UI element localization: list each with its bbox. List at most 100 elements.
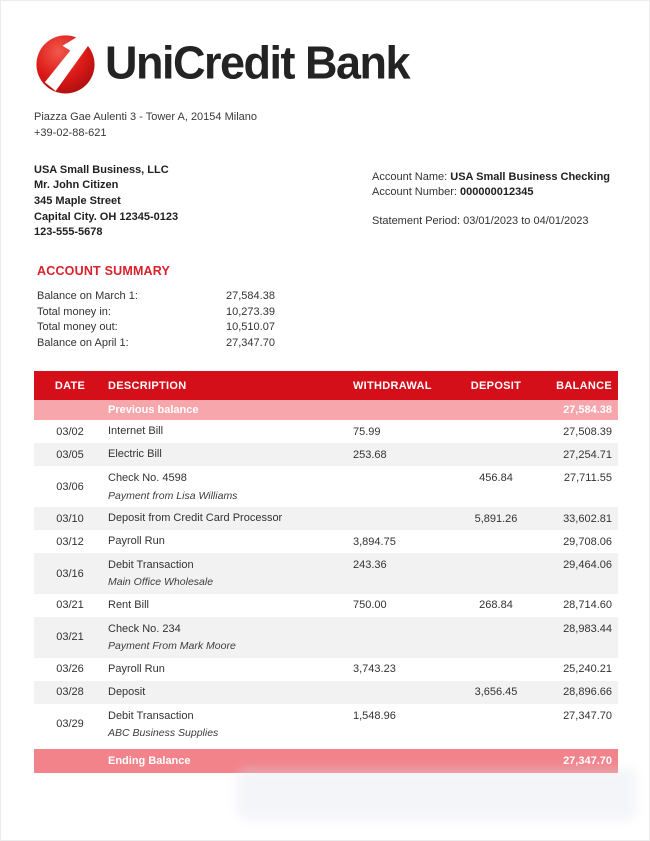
cell-desc-main: Internet Bill xyxy=(108,425,164,438)
table-row: 03/06 Check No. 4598 Payment from Lisa W… xyxy=(34,466,618,507)
cell-desc-main: Electric Bill xyxy=(108,448,162,461)
cell-deposit xyxy=(446,553,546,559)
table-row: 03/29 Debit Transaction ABC Business Sup… xyxy=(34,704,618,745)
cell-deposit: 456.84 xyxy=(479,472,513,485)
cell-balance: 27,508.39 xyxy=(563,425,612,438)
cell-desc-main: Debit Transaction xyxy=(108,709,194,722)
customer-company: USA Small Business, LLC xyxy=(34,163,169,176)
summary-row: Total money out: 10,510.07 xyxy=(37,320,649,336)
table-row: 03/10 Deposit from Credit Card Processor… xyxy=(34,507,618,531)
cell-date: 03/21 xyxy=(56,599,84,612)
cell-desc-main: Deposit from Credit Card Processor xyxy=(108,512,283,525)
header-date: DATE xyxy=(54,379,86,392)
cell-date: 03/05 xyxy=(56,448,84,461)
cell-balance: 29,464.06 xyxy=(563,559,612,572)
cell-balance: 28,714.60 xyxy=(563,599,612,612)
bank-address-block: Piazza Gae Aulenti 3 - Tower A, 20154 Mi… xyxy=(34,110,649,142)
table-row: 03/21 Rent Bill 750.00 268.84 28,714.60 xyxy=(34,594,618,617)
cell-deposit xyxy=(446,617,546,623)
summary-label: Total money out: xyxy=(37,321,118,334)
cell-description: Check No. 4598 Payment from Lisa William… xyxy=(106,466,353,507)
cell-description: Check No. 234 Payment From Mark Moore xyxy=(106,617,353,658)
cell-withdrawal: 3,743.23 xyxy=(353,663,396,676)
cell-desc-main: Payroll Run xyxy=(108,535,165,548)
watermark xyxy=(237,768,637,820)
cell-date: 03/06 xyxy=(56,480,84,493)
cell-desc-main: Check No. 4598 xyxy=(108,472,187,485)
ending-balance-row: Ending Balance 27,347.70 xyxy=(34,749,618,774)
cell-desc-note: Main Office Wholesale xyxy=(108,576,214,589)
table-row: 03/02 Internet Bill 75.99 27,508.39 xyxy=(34,420,618,443)
header-balance: BALANCE xyxy=(556,379,612,392)
statement-period-value: 03/01/2023 to 04/01/2023 xyxy=(463,214,589,227)
previous-balance-value: 27,584.38 xyxy=(563,404,612,417)
cell-balance: 29,708.06 xyxy=(563,535,612,548)
cell-date: 03/12 xyxy=(56,535,84,548)
cell-withdrawal: 750.00 xyxy=(353,599,387,612)
cell-withdrawal: 3,894.75 xyxy=(353,535,396,548)
cell-withdrawal xyxy=(353,617,446,623)
summary-label: Total money in: xyxy=(37,305,111,318)
cell-withdrawal: 1,548.96 xyxy=(353,709,396,722)
summary-label: Balance on April 1: xyxy=(37,336,129,349)
account-name-label: Account Name: xyxy=(372,170,448,183)
table-row: 03/12 Payroll Run 3,894.75 29,708.06 xyxy=(34,530,618,553)
cell-description: Deposit xyxy=(106,686,353,699)
cell-desc-note: ABC Business Supplies xyxy=(108,726,219,739)
statement-period-row: Statement Period: 03/01/2023 to 04/01/20… xyxy=(372,214,616,229)
cell-balance: 27,711.55 xyxy=(563,472,612,485)
cell-date: 03/02 xyxy=(56,425,84,438)
cell-deposit xyxy=(446,704,546,710)
account-summary-title: ACCOUNT SUMMARY xyxy=(37,263,171,278)
customer-name: Mr. John Citizen xyxy=(34,179,119,192)
cell-date: 03/16 xyxy=(56,567,84,580)
table-header-row: DATE DESCRIPTION WITHDRAWAL DEPOSIT BALA… xyxy=(34,371,618,401)
cell-date: 03/21 xyxy=(56,631,84,644)
transaction-rows: 03/02 Internet Bill 75.99 27,508.39 03/0… xyxy=(34,420,618,744)
cell-desc-main: Debit Transaction xyxy=(108,559,194,572)
customer-address-block: USA Small Business, LLC Mr. John Citizen… xyxy=(34,163,178,241)
cell-description: Electric Bill xyxy=(106,448,353,461)
cell-balance: 27,347.70 xyxy=(563,709,612,722)
cell-deposit: 268.84 xyxy=(479,599,513,612)
summary-value: 27,347.70 xyxy=(226,336,275,349)
table-row: 03/16 Debit Transaction Main Office Whol… xyxy=(34,553,618,594)
cell-deposit: 3,656.45 xyxy=(474,686,518,699)
summary-row: Balance on April 1: 27,347.70 xyxy=(37,336,649,352)
ending-balance-value: 27,347.70 xyxy=(563,755,612,768)
cell-description: Rent Bill xyxy=(106,599,353,612)
customer-city: Capital City. OH 12345-0123 xyxy=(34,210,179,223)
cell-description: Debit Transaction Main Office Wholesale xyxy=(106,553,353,594)
cell-desc-main: Check No. 234 xyxy=(108,622,181,635)
summary-value: 27,584.38 xyxy=(226,289,275,302)
account-name-row: Account Name: USA Small Business Checkin… xyxy=(372,170,616,185)
bank-address-line: Piazza Gae Aulenti 3 - Tower A, 20154 Mi… xyxy=(34,111,257,123)
cell-description: Payroll Run xyxy=(106,663,353,676)
table-row: 03/28 Deposit 3,656.45 28,896.66 xyxy=(34,680,618,704)
unicredit-ball-icon xyxy=(34,31,97,94)
header-deposit: DEPOSIT xyxy=(470,379,522,392)
account-number-value: 000000012345 xyxy=(460,185,534,198)
cell-withdrawal: 243.36 xyxy=(353,559,387,572)
header-description: DESCRIPTION xyxy=(108,379,187,392)
cell-desc-note: Payment from Lisa Williams xyxy=(108,489,238,502)
summary-row: Balance on March 1: 27,584.38 xyxy=(37,289,649,305)
cell-description: Internet Bill xyxy=(106,425,353,438)
cell-description: Debit Transaction ABC Business Supplies xyxy=(106,704,353,745)
customer-street: 345 Maple Street xyxy=(34,195,121,208)
transaction-table: DATE DESCRIPTION WITHDRAWAL DEPOSIT BALA… xyxy=(34,371,618,774)
header-withdrawal: WITHDRAWAL xyxy=(353,379,432,392)
previous-balance-row: Previous balance 27,584.38 xyxy=(34,400,618,421)
cell-date: 03/10 xyxy=(56,512,84,525)
cell-balance: 28,896.66 xyxy=(563,686,612,699)
cell-date: 03/26 xyxy=(56,663,84,676)
cell-desc-main: Deposit xyxy=(108,685,146,698)
info-row: USA Small Business, LLC Mr. John Citizen… xyxy=(34,163,616,241)
account-name-value: USA Small Business Checking xyxy=(450,170,611,183)
cell-balance: 25,240.21 xyxy=(563,663,612,676)
summary-value: 10,510.07 xyxy=(226,321,275,334)
summary-row: Total money in: 10,273.39 xyxy=(37,305,649,321)
cell-deposit: 5,891.26 xyxy=(474,512,518,525)
statement-period-label: Statement Period: xyxy=(372,214,461,227)
cell-date: 03/29 xyxy=(56,718,84,731)
